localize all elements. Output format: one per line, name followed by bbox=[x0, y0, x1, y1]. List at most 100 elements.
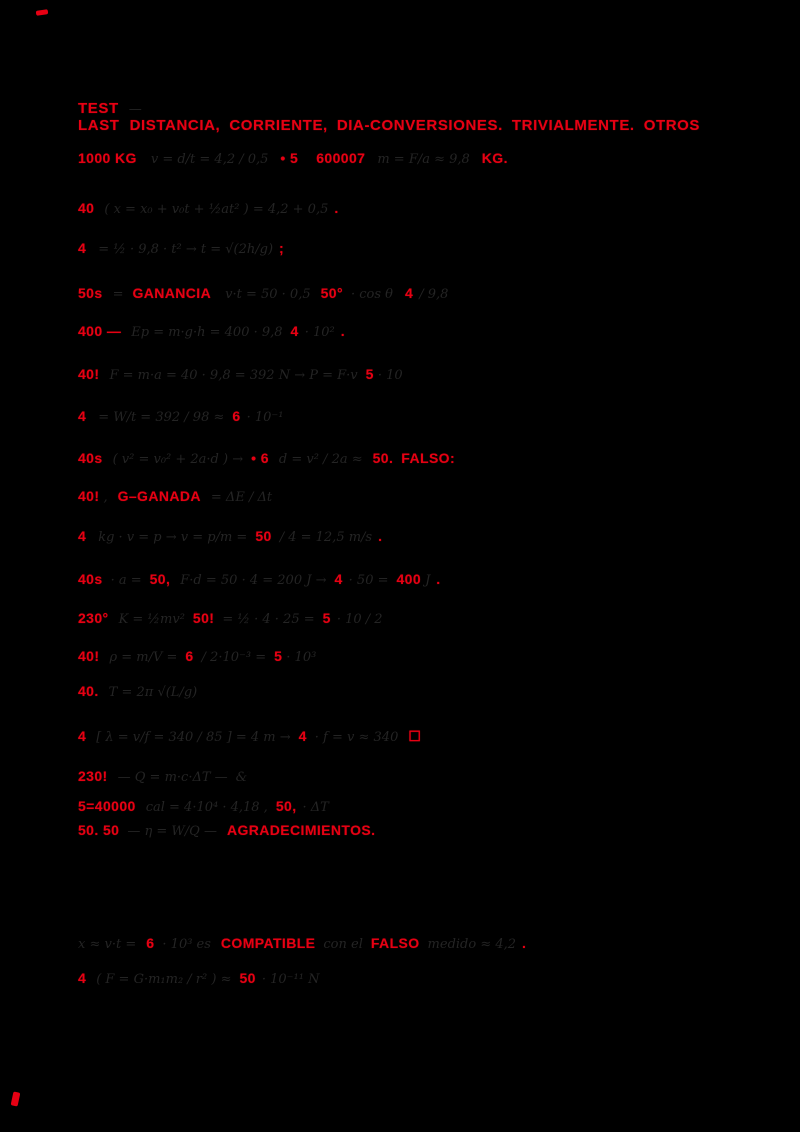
note-line: 4 [ λ = v/f = 340 / 85 ] = 4 m → 4 · f = v … bbox=[78, 728, 421, 745]
red-annotation: DISTANCIA, bbox=[129, 117, 221, 134]
ink-scribble: kg · v = p → v = p/m = bbox=[98, 530, 248, 545]
ink-scribble: , bbox=[103, 490, 108, 505]
red-annotation: DIA-CONVERSIONES. bbox=[336, 117, 503, 134]
red-annotation: 40! bbox=[78, 366, 100, 382]
red-annotation: 4 bbox=[78, 240, 87, 256]
red-annotation: 230! bbox=[78, 768, 108, 784]
red-annotation: KG. bbox=[481, 150, 508, 166]
red-annotation: . bbox=[340, 323, 346, 339]
ink-scribble: v·t = 50 · 0,5 bbox=[225, 287, 311, 302]
red-annotation: GANANCIA bbox=[132, 285, 212, 301]
ink-scribble: · f = v ≈ 340 bbox=[314, 730, 399, 745]
ink-scribble: · 10⁻¹¹ N bbox=[261, 972, 320, 987]
red-annotation: 6 bbox=[185, 648, 194, 664]
ink-scribble: x ≈ v·t = bbox=[78, 937, 137, 952]
red-annotation: 600007 bbox=[316, 150, 366, 166]
red-annotation: 4 bbox=[290, 323, 299, 339]
red-annotation: . bbox=[436, 571, 441, 587]
note-line: 4 kg · v = p → v = p/m = 50 / 4 = 12,5 m/s. bbox=[78, 528, 382, 545]
red-annotation: 230° bbox=[78, 610, 109, 626]
ink-scribble: & bbox=[235, 770, 248, 785]
ink-scribble: ( v² = v₀² + 2a·d ) → bbox=[112, 452, 244, 467]
ink-scribble: · 10² bbox=[304, 325, 335, 340]
ink-scribble: d = v² / 2a ≈ bbox=[278, 452, 363, 467]
note-line: 40!, G–GANADA = ΔE / Δt bbox=[78, 488, 272, 505]
red-annotation: 4 bbox=[78, 528, 87, 544]
note-line: 50s = GANANCIA v·t = 50 · 0,5 50° · cos θ 4 / 9… bbox=[78, 285, 448, 302]
red-annotation: 4 bbox=[78, 408, 87, 424]
ink-scribble: m = F/a ≈ 9,8 bbox=[377, 152, 470, 167]
note-line: 40! F = m·a = 40 · 9,8 = 392 N → P = F·v 5… bbox=[78, 366, 403, 383]
red-annotation: 5 bbox=[322, 610, 331, 626]
ink-scribble: = ½ · 4 · 25 = bbox=[222, 612, 315, 627]
red-annotation: OTROS bbox=[643, 117, 701, 134]
ink-scribble: · 50 = bbox=[348, 573, 389, 588]
ink-scribble: / 4 = 12,5 m/s bbox=[279, 530, 373, 545]
red-annotation: 4 bbox=[78, 728, 87, 744]
ink-scribble: / 9,8 bbox=[419, 287, 449, 302]
ink-scribble: = W/t = 392 / 98 ≈ bbox=[98, 410, 225, 425]
red-annotation: LAST bbox=[78, 117, 120, 134]
red-annotation: 50s bbox=[78, 285, 103, 301]
note-line: 5=40000 cal = 4·10⁴ · 4,18 , 50, · ΔT bbox=[78, 798, 329, 815]
red-annotation: . bbox=[378, 528, 383, 544]
ink-scribble: · 10⁻¹ bbox=[246, 410, 284, 425]
red-annotation: 40. bbox=[78, 683, 99, 699]
red-annotation: 50! bbox=[192, 610, 215, 626]
red-annotation: 4 bbox=[78, 970, 87, 986]
ink-scribble: · cos θ bbox=[350, 287, 393, 302]
red-annotation: TEST bbox=[78, 100, 119, 117]
ink-scribble: ( x = x₀ + v₀t + ½at² ) = 4,2 + 0,5 bbox=[104, 202, 329, 217]
note-line: TEST — bbox=[78, 100, 142, 117]
red-annotation: 40! bbox=[78, 648, 100, 664]
note-line: x ≈ v·t = 6 · 10³ es COMPATIBLE con el FALSO m… bbox=[78, 935, 526, 952]
note-line: 1000 KG v = d/t = 4,2 / 0,5 • 5 600007 m = F… bbox=[78, 150, 508, 167]
ink-scribble: · 10 / 2 bbox=[336, 612, 383, 627]
red-annotation: ☐ bbox=[408, 728, 422, 744]
note-line: 230° K = ½mv² 50! = ½ · 4 · 25 = 5 · 10 / 2 bbox=[78, 610, 383, 627]
red-annotation: 5 bbox=[274, 648, 283, 664]
note-line: 230! — Q = m·c·ΔT — & bbox=[78, 768, 247, 785]
ink-scribble: = ΔE / Δt bbox=[210, 490, 273, 505]
red-annotation: 40s bbox=[78, 450, 103, 466]
note-line: 40 ( x = x₀ + v₀t + ½at² ) = 4,2 + 0,5. bbox=[78, 200, 339, 217]
ink-scribble: cal = 4·10⁴ · 4,18 , bbox=[145, 800, 268, 815]
ink-scribble: · 10 bbox=[377, 368, 403, 383]
note-line: 40! ρ = m/V = 6 / 2·10⁻³ = 5 · 10³ bbox=[78, 648, 316, 665]
red-annotation: • 5 bbox=[280, 150, 299, 166]
red-annotation: CORRIENTE, bbox=[229, 117, 328, 134]
corner-mark-top-left bbox=[35, 9, 49, 16]
red-annotation: 5 bbox=[365, 366, 374, 382]
ink-scribble: = bbox=[112, 287, 124, 302]
note-line: 40s · a = 50, F·d = 50 · 4 = 200 J → 4 · 50 =… bbox=[78, 571, 441, 588]
ink-scribble: F = m·a = 40 · 9,8 = 392 N → P = F·v bbox=[109, 368, 358, 383]
red-annotation: 40 bbox=[78, 200, 95, 216]
ink-scribble: Ep = m·g·h = 400 · 9,8 bbox=[131, 325, 283, 340]
red-annotation: . bbox=[334, 200, 339, 216]
ink-scribble: medido ≈ 4,2 bbox=[427, 937, 517, 952]
note-line: 40. T = 2π √(L/g) bbox=[78, 683, 197, 700]
red-annotation: G–GANADA bbox=[117, 488, 201, 504]
red-annotation: 1000 KG bbox=[78, 150, 137, 166]
red-annotation: 50 bbox=[239, 970, 256, 986]
corner-mark-bottom-left bbox=[10, 1091, 21, 1107]
ink-scribble: = ½ · 9,8 · t² → t = √(2h/g) bbox=[98, 242, 274, 257]
ink-scribble: T = 2π √(L/g) bbox=[108, 685, 198, 700]
red-annotation: 50. bbox=[372, 450, 394, 466]
red-annotation: FALSO: bbox=[401, 450, 456, 466]
red-annotation: 40! bbox=[78, 488, 100, 504]
red-annotation: 50. 50 bbox=[78, 822, 120, 838]
ink-scribble: — η = W/Q — bbox=[127, 824, 217, 839]
note-line: 40s ( v² = v₀² + 2a·d ) → • 6 d = v² / 2a ≈… bbox=[78, 450, 455, 467]
red-annotation: 4 bbox=[298, 728, 307, 744]
red-annotation: 5=40000 bbox=[78, 798, 136, 814]
red-annotation: TRIVIALMENTE. bbox=[511, 117, 635, 134]
red-annotation: 4 bbox=[334, 571, 343, 587]
red-annotation: 400 — bbox=[78, 323, 122, 339]
ink-scribble: — bbox=[128, 102, 142, 117]
red-annotation: 6 bbox=[232, 408, 241, 424]
red-annotation: 4 bbox=[405, 285, 414, 301]
red-annotation: 50° bbox=[320, 285, 343, 301]
red-annotation: . bbox=[522, 935, 527, 951]
